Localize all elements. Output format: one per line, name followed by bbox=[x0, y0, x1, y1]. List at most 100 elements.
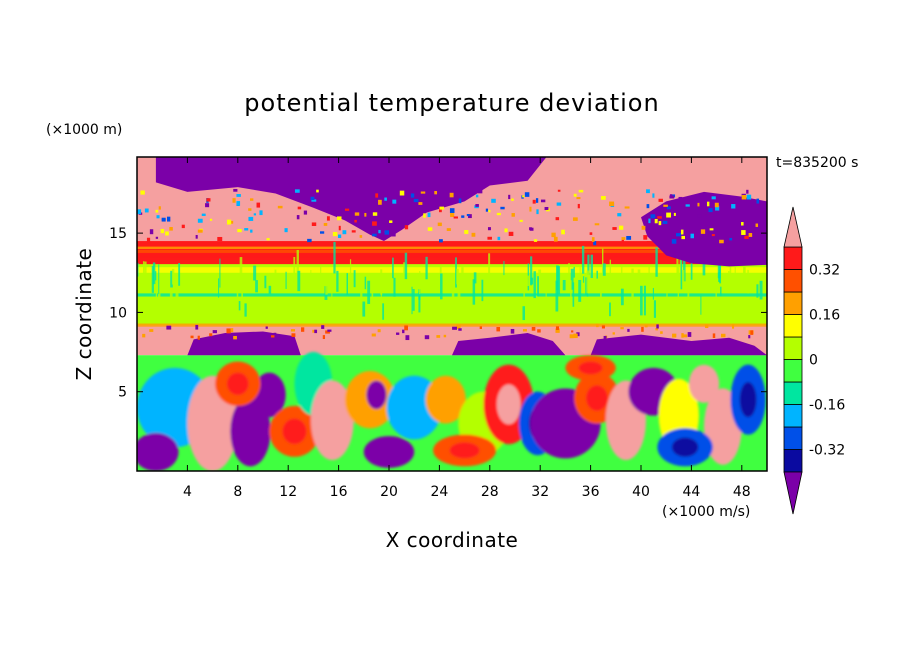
speckle-dot bbox=[250, 229, 253, 233]
speckle-dot bbox=[621, 239, 624, 242]
streak bbox=[158, 264, 160, 295]
speckle-dot bbox=[658, 198, 663, 202]
speckle-dot bbox=[475, 194, 479, 198]
eddy-core bbox=[739, 382, 757, 418]
colorbar-box bbox=[783, 291, 803, 315]
speckle-dot bbox=[529, 206, 532, 212]
speckle-dot bbox=[666, 206, 671, 210]
speckle-dot bbox=[325, 330, 330, 334]
x-tick-label: 36 bbox=[582, 484, 600, 500]
speckle-dot bbox=[744, 235, 749, 239]
speckle-dot bbox=[556, 202, 562, 206]
speckle-dot bbox=[390, 233, 396, 237]
speckle-dot bbox=[646, 204, 650, 209]
speckle-dot bbox=[437, 222, 442, 227]
speckle-dot bbox=[142, 333, 146, 338]
speckle-dot bbox=[571, 330, 574, 333]
speckle-dot bbox=[237, 228, 242, 233]
streak bbox=[643, 285, 646, 316]
speckle-dot bbox=[475, 204, 479, 207]
speckle-dot bbox=[646, 241, 652, 245]
speckle-dot bbox=[181, 224, 185, 229]
speckle-dot bbox=[248, 216, 254, 221]
speckle-dot bbox=[438, 207, 442, 213]
speckle-dot bbox=[424, 335, 430, 340]
streak bbox=[734, 267, 736, 275]
streak bbox=[144, 261, 147, 274]
speckle-dot bbox=[524, 192, 530, 197]
streak bbox=[481, 279, 484, 302]
speckle-dot bbox=[675, 233, 681, 237]
speckle-dot bbox=[678, 196, 683, 200]
streak bbox=[418, 292, 421, 300]
streak bbox=[601, 248, 604, 275]
streak bbox=[142, 261, 145, 292]
x-tick-label: 4 bbox=[183, 484, 192, 500]
streak bbox=[336, 298, 339, 307]
speckle-dot bbox=[377, 329, 381, 333]
streak bbox=[380, 269, 383, 295]
speckle-dot bbox=[532, 199, 536, 204]
streak bbox=[194, 273, 197, 291]
speckle-dot bbox=[230, 328, 234, 333]
speckle-dot bbox=[537, 329, 541, 333]
speckle-dot bbox=[671, 239, 677, 244]
speckle-dot bbox=[654, 218, 658, 224]
speckle-dot bbox=[169, 227, 173, 231]
streak bbox=[655, 247, 658, 277]
streak bbox=[715, 288, 717, 311]
upper-negative-region bbox=[155, 157, 767, 356]
streak bbox=[609, 302, 611, 317]
speckle-dot bbox=[290, 329, 296, 332]
stripe-4 bbox=[137, 267, 767, 273]
speckle-dot bbox=[644, 324, 648, 328]
streak bbox=[440, 273, 443, 300]
speckle-dot bbox=[195, 234, 198, 239]
speckle-dot bbox=[364, 212, 367, 217]
speckle-dot bbox=[322, 335, 326, 340]
speckle-dot bbox=[449, 208, 455, 213]
stripe-0 bbox=[137, 253, 767, 259]
speckle-dot bbox=[750, 330, 754, 335]
speckle-dot bbox=[270, 335, 275, 338]
y-tick-label: 10 bbox=[109, 305, 127, 321]
speckle-dot bbox=[620, 327, 624, 330]
speckle-dot bbox=[144, 208, 149, 213]
eddy bbox=[425, 375, 466, 424]
streak bbox=[171, 268, 175, 285]
colorbar-label: 0 bbox=[809, 353, 818, 369]
speckle-dot bbox=[500, 206, 505, 210]
speckle-dot bbox=[672, 333, 677, 338]
speckle-dot bbox=[711, 196, 716, 200]
streak bbox=[573, 266, 575, 278]
streak bbox=[244, 303, 247, 317]
lower-neg-cap-2 bbox=[590, 334, 767, 356]
speckle-dot bbox=[253, 213, 257, 216]
streak bbox=[336, 270, 339, 292]
speckle-dot bbox=[161, 218, 166, 221]
streak bbox=[582, 276, 585, 283]
speckle-dot bbox=[372, 212, 378, 216]
upper-neg-main bbox=[155, 157, 547, 242]
speckle-dot bbox=[338, 225, 341, 231]
eddy-core bbox=[586, 385, 608, 411]
streak bbox=[193, 298, 195, 318]
speckle-dot bbox=[612, 227, 617, 230]
speckle-dot bbox=[166, 325, 172, 330]
speckle-dot bbox=[596, 323, 599, 328]
y-axis-label: Z coordinate bbox=[72, 248, 96, 381]
streak bbox=[169, 292, 173, 321]
streak bbox=[590, 254, 593, 279]
streak bbox=[538, 269, 542, 277]
speckle-dot bbox=[423, 213, 426, 218]
speckle-dot bbox=[206, 198, 211, 202]
streak bbox=[652, 287, 654, 300]
colorbar-label: 0.16 bbox=[809, 308, 840, 324]
speckle-dot bbox=[535, 198, 539, 203]
streak bbox=[616, 300, 619, 308]
speckle-dot bbox=[297, 206, 302, 210]
streak bbox=[620, 288, 624, 306]
eddy-core bbox=[240, 413, 260, 449]
streak bbox=[310, 270, 312, 289]
